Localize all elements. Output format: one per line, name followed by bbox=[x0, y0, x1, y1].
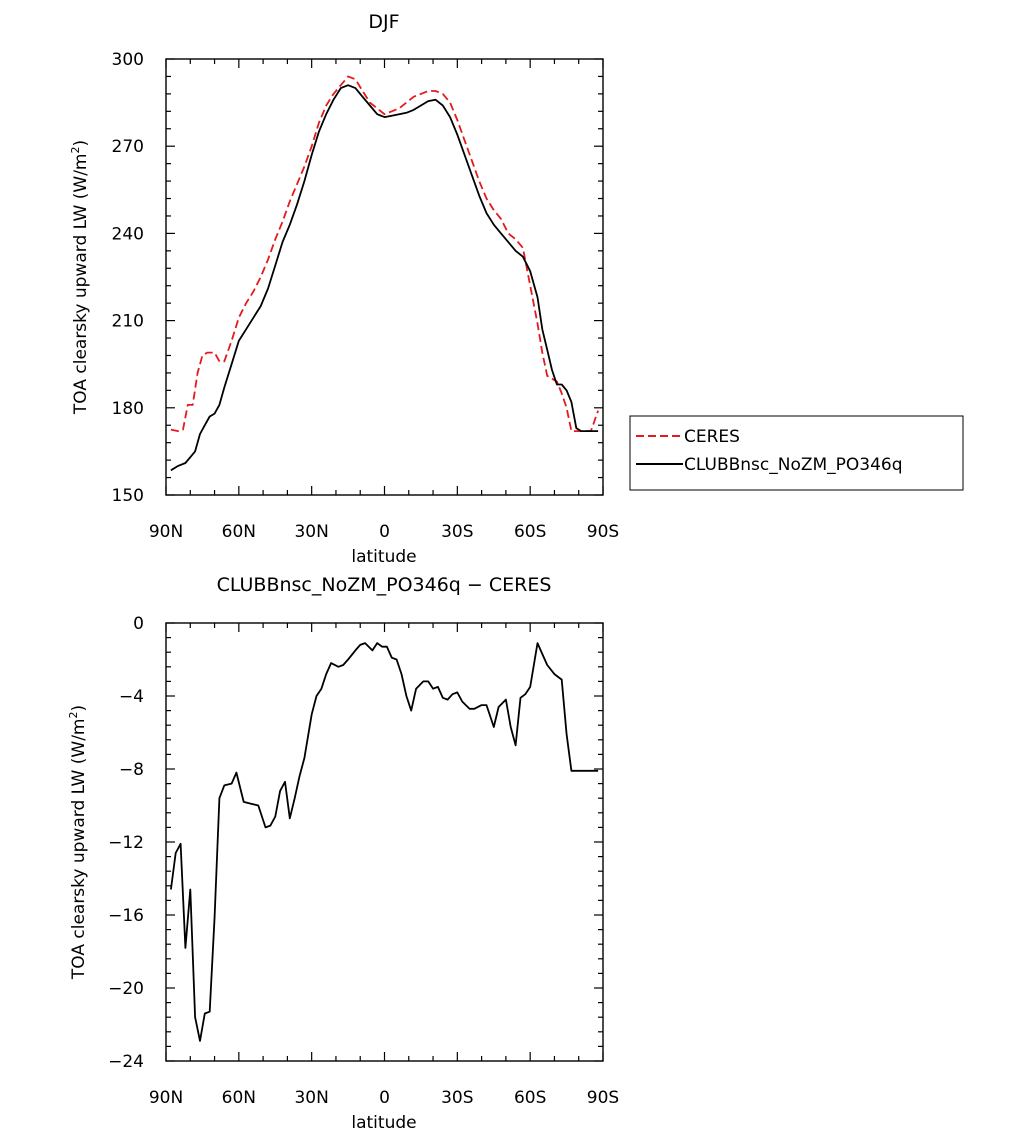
x-tick-label: 30N bbox=[294, 522, 328, 542]
axis-ticks: 90N 60N 30N 0 30S 60S 90S −24 −20 −16 −12 −8 −4 0 bbox=[108, 614, 619, 1108]
legend-label-ceres: CERES bbox=[684, 427, 740, 447]
y-tick-label: 150 bbox=[112, 486, 144, 506]
x-tick-label: 30S bbox=[441, 522, 473, 542]
x-tick-label: 90N bbox=[149, 522, 183, 542]
y-tick-label: −4 bbox=[119, 687, 144, 707]
y-tick-label: 180 bbox=[112, 399, 144, 419]
y-tick-label: −24 bbox=[108, 1052, 144, 1072]
plot-lines bbox=[170, 75, 599, 472]
y-tick-label: −16 bbox=[108, 906, 144, 926]
x-tick-label: 60N bbox=[222, 522, 256, 542]
y-tick-label: −20 bbox=[108, 979, 144, 999]
top-panel-djf: DJF 90N 60N 30N 0 30S 60S 90S 150 180 210 240 270 30… bbox=[69, 11, 964, 567]
x-tick-label: 90N bbox=[149, 1088, 183, 1108]
plot-frame bbox=[165, 622, 604, 1062]
x-tick-label: 90S bbox=[587, 1088, 619, 1108]
series-line-clubbnsc-nozm-po346q bbox=[170, 84, 599, 472]
y-tick-label: 270 bbox=[112, 137, 144, 157]
y-axis-label: TOA clearsky upward LW (W/m2) bbox=[67, 705, 89, 980]
series-line-difference bbox=[170, 642, 599, 1042]
y-tick-label: −8 bbox=[119, 760, 144, 780]
legend: CERES CLUBBnsc_NoZM_PO346q bbox=[629, 415, 964, 491]
x-axis-label: latitude bbox=[351, 547, 416, 567]
y-tick-label: 300 bbox=[112, 50, 144, 70]
y-tick-label: 240 bbox=[112, 224, 144, 244]
x-tick-label: 0 bbox=[379, 522, 390, 542]
y-tick-label: −12 bbox=[108, 833, 144, 853]
x-tick-label: 60N bbox=[222, 1088, 256, 1108]
axis-ticks: 90N 60N 30N 0 30S 60S 90S 150 180 210 240 270 300 bbox=[112, 50, 620, 542]
chart-title: DJF bbox=[368, 11, 399, 33]
x-tick-label: 30N bbox=[294, 1088, 328, 1108]
x-tick-label: 60S bbox=[514, 1088, 546, 1108]
plot-lines bbox=[170, 642, 599, 1042]
series-line-ceres bbox=[170, 75, 599, 433]
x-tick-label: 60S bbox=[514, 522, 546, 542]
y-tick-label: 210 bbox=[112, 312, 144, 332]
legend-label-model: CLUBBnsc_NoZM_PO346q bbox=[684, 455, 903, 475]
plot-frame bbox=[165, 58, 604, 496]
x-axis-label: latitude bbox=[351, 1113, 416, 1133]
y-tick-label: 0 bbox=[133, 614, 144, 634]
x-tick-label: 0 bbox=[379, 1088, 390, 1108]
x-tick-label: 90S bbox=[587, 522, 619, 542]
x-tick-label: 30S bbox=[441, 1088, 473, 1108]
chart-title: CLUBBnsc_NoZM_PO346q − CERES bbox=[217, 574, 552, 596]
bottom-panel-difference: CLUBBnsc_NoZM_PO346q − CERES 90N 60N 30N 0 3… bbox=[67, 574, 619, 1133]
y-axis-label: TOA clearsky upward LW (W/m2) bbox=[69, 140, 91, 415]
legend-box bbox=[629, 415, 964, 491]
